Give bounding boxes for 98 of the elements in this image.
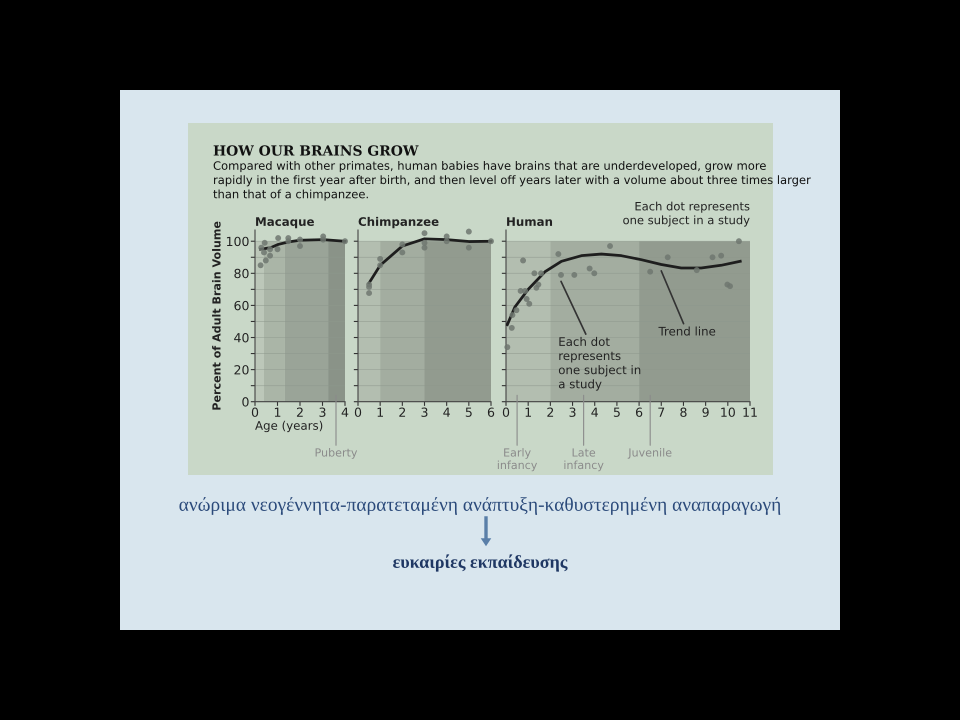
y-tick-label: 80 bbox=[234, 268, 249, 278]
x-tick-label: 0 bbox=[502, 407, 510, 417]
point bbox=[297, 236, 303, 243]
point bbox=[710, 254, 716, 260]
point bbox=[267, 246, 274, 252]
point bbox=[524, 296, 530, 302]
x-tick-label: 7 bbox=[658, 408, 664, 417]
x-tick-label: 3 bbox=[421, 407, 428, 417]
text: HOW OUR BRAINS GROW bbox=[214, 145, 419, 156]
x-tick-label: 4 bbox=[591, 408, 598, 417]
point bbox=[444, 233, 450, 240]
point bbox=[558, 272, 564, 278]
point bbox=[422, 240, 428, 246]
point bbox=[520, 258, 526, 264]
text: Compared with other primates, human babies have brains that are underdeveloped, grow more rapidly in the first year after birth, and then level off years later with a volume about three times larger than that of a chimpanzee. bbox=[213, 161, 811, 201]
x-axis-title: Age (years) bbox=[255, 420, 322, 432]
point bbox=[422, 244, 428, 251]
x-tick-label: 4 bbox=[443, 408, 450, 417]
y-tick-label: 60 bbox=[234, 300, 249, 310]
y-tick-label: 0 bbox=[242, 397, 249, 407]
point bbox=[586, 266, 593, 272]
point bbox=[535, 282, 542, 288]
y-tick-label: 100 bbox=[226, 236, 249, 246]
x-tick-label: 6 bbox=[488, 407, 494, 417]
x-tick-label: 0 bbox=[252, 407, 258, 417]
point bbox=[727, 283, 733, 290]
annotation: Juvenile bbox=[628, 448, 672, 459]
x-tick-label: 3 bbox=[319, 407, 326, 417]
chart-title: Chimpanzee bbox=[358, 216, 439, 228]
text: ευκαιρίες εκπαίδευσης bbox=[393, 554, 568, 572]
x-tick-label: 11 bbox=[743, 408, 757, 417]
x-tick-label: 9 bbox=[702, 407, 709, 417]
x-tick-label: 10 bbox=[721, 407, 735, 417]
chart-title: Human bbox=[507, 217, 552, 226]
y-tick-label: 40 bbox=[234, 332, 249, 342]
annotation: Early infancy bbox=[498, 448, 538, 472]
chart-title: Macaque bbox=[256, 217, 314, 228]
point bbox=[377, 262, 384, 268]
annotation: Trend line bbox=[658, 326, 716, 336]
text: ανώριμα νεογέννητα-παρατεταμένη ανάπτυξη-καθυστερημένη αναπαραγωγή bbox=[179, 497, 780, 515]
point bbox=[399, 250, 406, 256]
x-tick-label: 8 bbox=[680, 407, 687, 417]
point bbox=[262, 240, 268, 246]
annotation: Puberty bbox=[316, 448, 358, 459]
x-tick-label: 1 bbox=[274, 408, 280, 417]
y-tick-label: 20 bbox=[234, 365, 249, 375]
point bbox=[422, 230, 428, 236]
point bbox=[504, 344, 510, 350]
point bbox=[297, 243, 303, 249]
point bbox=[377, 256, 384, 262]
point bbox=[522, 288, 528, 294]
x-tick-label: 2 bbox=[399, 407, 406, 417]
x-tick-label: 3 bbox=[570, 407, 576, 417]
point bbox=[694, 267, 700, 274]
point bbox=[736, 238, 742, 244]
point bbox=[320, 236, 326, 243]
x-tick-label: 6 bbox=[636, 407, 642, 417]
point bbox=[275, 235, 282, 241]
x-tick-label: 0 bbox=[354, 407, 362, 417]
point bbox=[509, 312, 516, 318]
point bbox=[466, 228, 472, 235]
point bbox=[591, 270, 598, 276]
point bbox=[274, 246, 280, 252]
x-tick-label: 4 bbox=[342, 408, 348, 417]
point bbox=[258, 244, 264, 251]
point bbox=[531, 270, 538, 276]
point bbox=[555, 251, 562, 258]
point bbox=[526, 300, 532, 307]
x-tick-label: 2 bbox=[296, 407, 303, 417]
point bbox=[262, 258, 269, 264]
point bbox=[488, 238, 494, 244]
text: Each dot represents one subject in a study bbox=[623, 202, 750, 227]
point bbox=[508, 324, 515, 331]
y-axis-title: Percent of Adult Brain Volume bbox=[212, 222, 221, 410]
point bbox=[718, 252, 724, 259]
point bbox=[607, 243, 613, 249]
point bbox=[664, 254, 671, 260]
point bbox=[285, 235, 292, 241]
point bbox=[444, 238, 450, 244]
point bbox=[538, 270, 544, 276]
point bbox=[258, 262, 264, 268]
point bbox=[366, 290, 372, 296]
annotation: Late infancy bbox=[564, 448, 604, 472]
point bbox=[399, 241, 406, 248]
x-tick-label: 5 bbox=[614, 408, 620, 417]
point bbox=[342, 238, 348, 244]
annotation: Each dot represents one subject in a study bbox=[558, 336, 640, 391]
x-tick-label: 5 bbox=[466, 408, 472, 417]
x-tick-label: 2 bbox=[547, 407, 554, 417]
x-tick-label: 1 bbox=[378, 408, 383, 417]
point bbox=[513, 307, 520, 314]
point bbox=[647, 268, 654, 275]
point bbox=[366, 284, 372, 290]
point bbox=[267, 252, 274, 259]
point bbox=[261, 250, 267, 256]
x-tick-label: 1 bbox=[526, 408, 532, 417]
point bbox=[571, 272, 578, 278]
point bbox=[466, 244, 472, 251]
